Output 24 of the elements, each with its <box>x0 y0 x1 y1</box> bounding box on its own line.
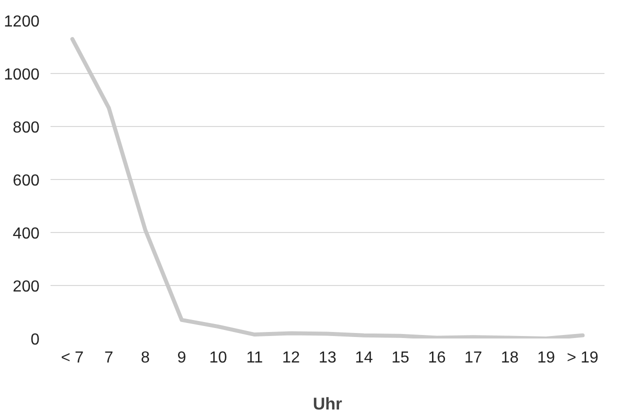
x-tick-label: 7 <box>104 350 114 366</box>
x-tick-label: 10 <box>209 350 228 366</box>
x-tick-label: < 7 <box>61 350 84 366</box>
x-tick-label: 12 <box>282 350 300 366</box>
x-tick-label: 19 <box>537 350 556 366</box>
x-tick-label: 9 <box>177 350 186 366</box>
y-tick-label: 0 <box>30 332 40 348</box>
line-series <box>70 37 585 338</box>
x-tick-label: 17 <box>464 350 482 366</box>
x-tick-label: 13 <box>318 350 336 366</box>
x-tick-label: 15 <box>391 350 410 366</box>
y-tick-label: 600 <box>12 172 40 190</box>
x-axis-title: Uhr <box>312 394 343 414</box>
x-tick-label: 16 <box>428 350 446 366</box>
y-tick-label: 1000 <box>4 66 40 84</box>
x-tick-label: 8 <box>140 350 150 366</box>
y-tick-label: 200 <box>12 278 40 296</box>
y-tick-label: 1200 <box>4 14 40 30</box>
y-tick-label: 400 <box>12 226 40 242</box>
y-tick-label: 800 <box>12 120 40 136</box>
x-tick-label: 11 <box>246 350 264 366</box>
x-tick-label: 18 <box>500 350 519 366</box>
x-tick-label: 14 <box>355 350 373 366</box>
x-tick-label: > 19 <box>566 350 599 366</box>
